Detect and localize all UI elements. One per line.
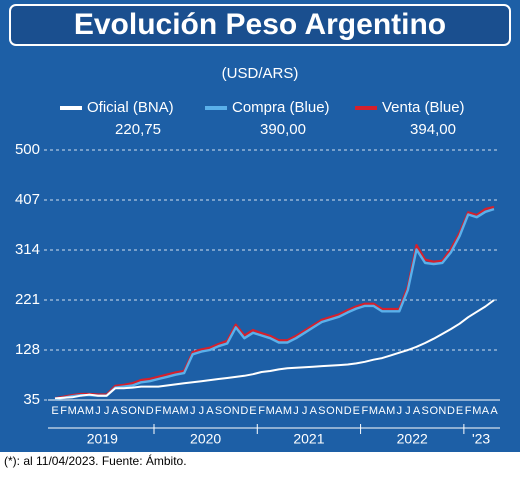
year-label: 2021	[293, 431, 324, 447]
x-tick-label: J	[302, 405, 308, 417]
x-tick-label: N	[232, 405, 240, 417]
x-tick-label: O	[326, 405, 335, 417]
x-tick-label: N	[438, 405, 446, 417]
series-line	[54, 299, 495, 400]
x-tick-label: O	[128, 405, 137, 417]
x-tick-label: J	[405, 405, 411, 417]
title-box	[9, 4, 511, 46]
x-tick-label: F	[465, 405, 472, 417]
x-tick-label: A	[482, 405, 490, 417]
x-tick-label: M	[162, 405, 171, 417]
x-tick-label: E	[51, 405, 58, 417]
x-tick-label: A	[413, 405, 421, 417]
x-tick-label: M	[180, 405, 189, 417]
legend-value: 390,00	[260, 121, 306, 138]
x-tick-label: A	[112, 405, 120, 417]
x-tick-label: E	[353, 405, 360, 417]
x-tick-label: J	[104, 405, 110, 417]
x-tick-label: A	[378, 405, 386, 417]
x-tick-label: S	[421, 405, 428, 417]
x-tick-label: D	[146, 405, 154, 417]
year-label: '23	[472, 431, 490, 447]
x-tick-label: D	[344, 405, 352, 417]
x-tick-label: M	[386, 405, 395, 417]
x-tick-label: A	[490, 405, 498, 417]
footnote: (*): al 11/04/2023. Fuente: Ámbito.	[4, 453, 187, 468]
x-tick-label: J	[190, 405, 196, 417]
x-tick-label: J	[95, 405, 101, 417]
x-tick-label: A	[206, 405, 214, 417]
x-tick-label: E	[249, 405, 256, 417]
x-tick-label: M	[472, 405, 481, 417]
legend-label: Compra (Blue)	[232, 99, 330, 116]
x-tick-label: F	[362, 405, 369, 417]
x-tick-label: F	[60, 405, 67, 417]
legend-value: 220,75	[115, 121, 161, 138]
x-tick-label: D	[240, 405, 248, 417]
chart-title: Evolución Peso Argentino	[74, 8, 446, 41]
x-tick-label: F	[258, 405, 265, 417]
legend-value: 394,00	[410, 121, 456, 138]
x-tick-label: A	[275, 405, 283, 417]
legend-label: Venta (Blue)	[382, 99, 465, 116]
y-tick-label: 407	[15, 191, 40, 208]
x-tick-label: M	[85, 405, 94, 417]
y-tick-label: 221	[15, 291, 40, 308]
x-tick-label: S	[215, 405, 222, 417]
x-tick-label: A	[77, 405, 85, 417]
x-tick-label: N	[137, 405, 145, 417]
y-tick-label: 314	[15, 241, 40, 258]
x-tick-label: A	[310, 405, 318, 417]
x-tick-label: M	[369, 405, 378, 417]
x-tick-label: F	[155, 405, 162, 417]
x-tick-label: M	[283, 405, 292, 417]
x-tick-label: J	[199, 405, 205, 417]
subtitle: (USD/ARS)	[222, 65, 299, 82]
x-tick-label: J	[293, 405, 299, 417]
x-tick-label: O	[223, 405, 232, 417]
year-label: 2022	[397, 431, 428, 447]
year-label: 2020	[190, 431, 221, 447]
x-tick-label: S	[120, 405, 127, 417]
y-tick-label: 500	[15, 141, 40, 158]
x-tick-label: D	[447, 405, 455, 417]
x-tick-label: M	[68, 405, 77, 417]
panel	[0, 0, 520, 452]
series-line	[54, 207, 495, 401]
legend-label: Oficial (BNA)	[87, 99, 174, 116]
x-tick-label: S	[318, 405, 325, 417]
x-tick-label: E	[456, 405, 463, 417]
x-tick-label: A	[172, 405, 180, 417]
x-tick-label: N	[335, 405, 343, 417]
y-tick-label: 35	[23, 391, 40, 408]
year-label: 2019	[87, 431, 118, 447]
y-tick-label: 128	[15, 341, 40, 358]
x-tick-label: O	[429, 405, 438, 417]
x-tick-label: J	[397, 405, 403, 417]
x-tick-label: M	[266, 405, 275, 417]
series-line	[54, 205, 495, 400]
